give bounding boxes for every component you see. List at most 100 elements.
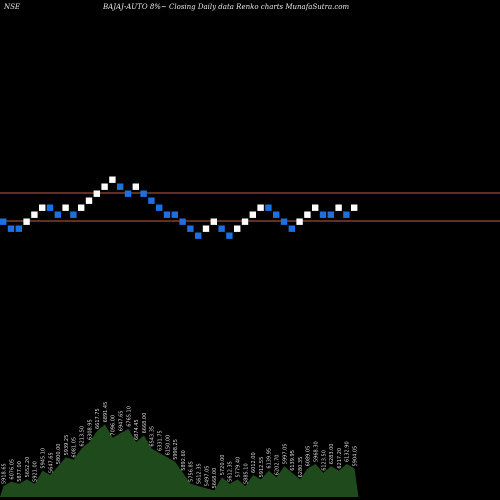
volume-label: 6947.65 <box>119 411 125 432</box>
volume-label: 6139.95 <box>267 448 273 469</box>
volume-label: 6202.70 <box>275 455 281 476</box>
volume-label: 5904.05 <box>353 446 359 467</box>
renko-brick <box>257 204 264 211</box>
renko-brick <box>70 211 77 218</box>
renko-brick <box>210 218 217 225</box>
renko-brick <box>101 183 108 190</box>
volume-label: 5756.85 <box>189 461 195 482</box>
volume-label: 6331.75 <box>158 430 164 451</box>
volume-label: 5945.10 <box>41 448 47 469</box>
volume-label: 5912.55 <box>259 457 265 478</box>
renko-brick <box>241 218 249 225</box>
volume-label: 6076.05 <box>9 459 15 480</box>
volume-label: 5885.10 <box>243 463 249 484</box>
level-lines <box>0 192 500 222</box>
renko-brick <box>335 204 342 211</box>
volume-label: 5720.00 <box>220 455 226 476</box>
volume-label: 6139.95 <box>290 450 296 471</box>
renko-brick <box>85 197 93 204</box>
renko-brick <box>156 204 163 211</box>
renko-brick <box>78 204 85 211</box>
volume-label: 6668.00 <box>142 413 148 434</box>
volume-label: 6543.35 <box>150 426 156 447</box>
volume-label: 6308.95 <box>87 419 93 440</box>
volume-label: 6874.45 <box>134 419 140 440</box>
renko-brick <box>202 225 210 232</box>
renko-brick <box>31 211 38 218</box>
volume-label: 6280.35 <box>298 457 304 478</box>
exchange-label: NSE <box>4 3 21 11</box>
renko-brick <box>7 225 15 232</box>
volume-label: 6150.00 <box>165 435 171 456</box>
volume-area-fill <box>0 424 359 497</box>
volume-label: 5918.65 <box>2 463 8 484</box>
renko-brick <box>218 225 225 232</box>
volume-label: 5779.40 <box>236 457 242 478</box>
volume-label: 6283.00 <box>329 444 335 465</box>
volume-label: 5877.00 <box>17 461 23 482</box>
volume-label: 5668.00 <box>212 468 218 489</box>
renko-brick <box>296 218 303 225</box>
renko-bricks <box>0 176 358 239</box>
volume-label: 6012.00 <box>251 452 257 473</box>
renko-brick <box>39 204 46 211</box>
volume-label: 5892.60 <box>181 450 187 471</box>
volume-label: 6089.05 <box>306 446 312 467</box>
renko-brick <box>273 211 280 218</box>
volume-label: 5998.25 <box>173 439 179 460</box>
volume-label: 5647.65 <box>48 452 54 473</box>
volume-label: 6081.05 <box>72 437 78 458</box>
renko-brick <box>163 211 171 218</box>
renko-brick <box>249 211 256 218</box>
renko-brick <box>93 190 100 197</box>
volume-labels: 5918.65 6076.05 5877.00 5652.20 5921.005945.… <box>2 402 359 489</box>
volume-label: 6765.10 <box>126 406 132 427</box>
renko-brick <box>124 190 132 197</box>
volume-label: 6132.90 <box>345 441 351 462</box>
renko-brick <box>288 225 295 232</box>
volume-area <box>0 424 359 497</box>
renko-brick <box>319 211 327 218</box>
renko-brick <box>327 211 334 218</box>
renko-brick <box>343 211 350 218</box>
renko-brick <box>304 211 311 218</box>
renko-brick <box>15 225 22 232</box>
volume-label: 7096.00 <box>111 415 117 436</box>
volume-label: 5939.25 <box>64 435 70 456</box>
renko-brick <box>23 218 30 225</box>
renko-brick <box>234 225 241 232</box>
volume-label: 5497.05 <box>204 466 210 487</box>
renko-brick <box>46 204 54 211</box>
renko-brick <box>148 197 155 204</box>
renko-brick <box>280 218 288 225</box>
volume-label: 6213.50 <box>80 426 86 447</box>
renko-brick <box>0 218 7 225</box>
renko-brick <box>132 183 139 190</box>
volume-label: 5921.00 <box>33 461 39 482</box>
renko-brick <box>351 204 358 211</box>
volume-label: 6123.50 <box>321 450 327 471</box>
renko-brick <box>187 225 194 232</box>
renko-brick <box>226 232 233 239</box>
chart-caption: BAJAJ-AUTO 8%~ Closing Daily data Renko … <box>103 3 350 11</box>
renko-brick <box>171 211 178 218</box>
renko-brick <box>117 183 124 190</box>
volume-label: 5997.05 <box>282 444 288 465</box>
volume-label: 5652.20 <box>25 457 31 478</box>
renko-brick <box>265 204 272 211</box>
renko-brick <box>312 204 319 211</box>
renko-brick <box>62 204 69 211</box>
volume-label: 5612.35 <box>197 463 203 484</box>
volume-label: 5968.30 <box>314 441 320 462</box>
volume-label: 6217.20 <box>337 448 343 469</box>
renko-brick <box>179 218 186 225</box>
volume-label: 6617.75 <box>95 408 101 429</box>
renko-brick <box>195 232 202 239</box>
volume-label: 5800.00 <box>56 444 62 465</box>
volume-label: 6891.45 <box>103 402 109 423</box>
volume-label: 5612.35 <box>228 461 234 482</box>
renko-brick <box>109 176 116 183</box>
renko-brick <box>140 190 147 197</box>
renko-brick <box>54 211 61 218</box>
